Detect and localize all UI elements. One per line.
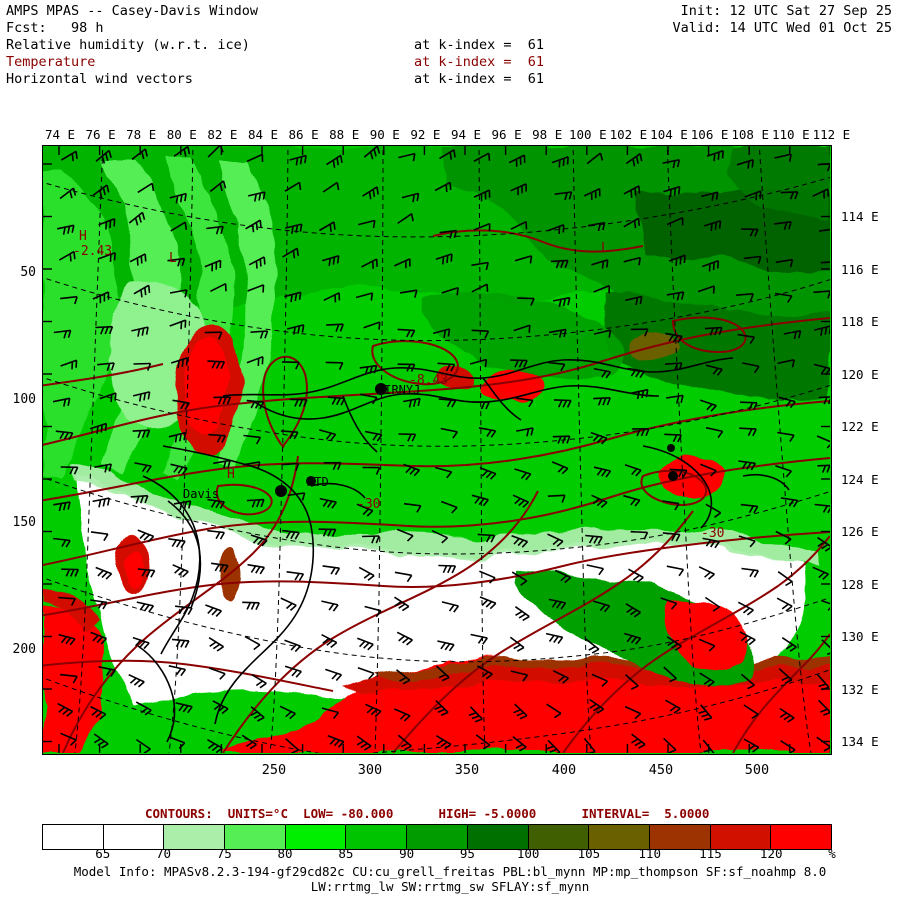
right-axis-label: 134 E: [841, 734, 879, 749]
colorbar-tick-label: 100: [516, 846, 540, 861]
colorbar-tick-label: 105: [577, 846, 601, 861]
contour-label: -30: [701, 526, 725, 541]
right-axis-label: 132 E: [841, 681, 879, 697]
contour-label: L: [601, 241, 609, 256]
top-axis-label: 94 E: [450, 127, 482, 142]
left-axis-label: 50: [20, 265, 36, 280]
colorbar[interactable]: [42, 824, 832, 850]
colorbar-swatch[interactable]: [164, 825, 226, 849]
top-axis-label: 108 E: [731, 127, 769, 142]
field-label-wind: Horizontal wind vectors: [6, 71, 193, 87]
colorbar-swatch[interactable]: [103, 825, 165, 849]
colorbar-tick-label: %: [828, 846, 836, 861]
colorbar-swatch[interactable]: [467, 825, 529, 849]
contour-label: -30: [357, 497, 381, 512]
colorbar-swatch[interactable]: [285, 825, 347, 849]
top-axis-label: 78 E: [126, 127, 157, 142]
colorbar-tick-label: 95: [459, 846, 475, 861]
top-axis-label: 102 E: [609, 127, 648, 142]
bottom-axis-label: 500: [744, 762, 770, 778]
model-info-line-1: Model Info: MPASv8.2.3-194-gf29cd82c CU:…: [73, 864, 827, 879]
colorbar-tick-label: 90: [399, 846, 415, 861]
top-axis-label: 112 E: [812, 127, 851, 142]
top-axis-label: 92 E: [410, 127, 441, 142]
top-axis-label: 76 E: [85, 127, 116, 142]
colorbar-tick-label: 80: [277, 846, 293, 861]
field-kindex-temperature: at k-index = 61: [414, 54, 545, 70]
right-axis-label: 122 E: [841, 419, 879, 434]
top-axis-label: 104 E: [650, 127, 688, 142]
init-time: Init: 12 UTC Sat 27 Sep 25: [680, 3, 892, 19]
contour-label: H: [79, 229, 87, 244]
bottom-axis-label: 400: [551, 762, 577, 778]
contour-label: H: [227, 467, 235, 482]
bottom-axis-label: 350: [454, 762, 480, 778]
left-axis-label: 200: [12, 642, 36, 657]
map-canvas: [43, 146, 830, 753]
right-axis-label: 124 E: [841, 471, 879, 487]
top-axis-label: 80 E: [166, 127, 197, 142]
colorbar-tick-label: 120: [759, 846, 783, 861]
top-axis-label: 88 E: [329, 127, 360, 142]
valid-time: Valid: 14 UTC Wed 01 Oct 25: [672, 20, 892, 36]
top-axis-label: 84 E: [247, 127, 279, 142]
top-axis-label: 110 E: [771, 127, 810, 142]
model-info-line-2: LW:rrtmg_lw SW:rrtmg_sw SFLAY:sf_mynn: [310, 879, 590, 894]
right-axis-label: 120 E: [841, 366, 879, 382]
colorbar-tick-label: 65: [95, 846, 111, 861]
colorbar-tick-label: 115: [699, 846, 722, 861]
field-kindex-humidity: at k-index = 61: [414, 37, 545, 53]
left-axis-label: 150: [12, 515, 36, 530]
colorbar-swatch[interactable]: [589, 825, 650, 849]
colorbar-swatch[interactable]: [649, 825, 711, 849]
right-axis-label: 118 E: [841, 314, 879, 329]
station-label: MTD: [307, 475, 329, 489]
graticule-layer: [43, 146, 830, 753]
top-axis-label: 106 E: [690, 127, 729, 142]
colorbar-swatch[interactable]: [43, 825, 104, 849]
contour-label: -8.43: [409, 373, 449, 388]
station-label: MIRNYJ: [377, 383, 421, 397]
station-label: Davis: [183, 487, 220, 501]
field-label-temperature: Temperature: [6, 54, 96, 70]
station-layer: [275, 383, 678, 497]
axis-ticks: [43, 146, 830, 753]
colorbar-tick-label: 70: [156, 846, 172, 861]
top-axis-label: 98 E: [532, 127, 563, 142]
field-label-humidity: Relative humidity (w.r.t. ice): [6, 37, 250, 53]
right-axis-label: 130 E: [841, 629, 879, 644]
plot-title: AMPS MPAS -- Casey-Davis Window: [6, 3, 258, 19]
top-axis-label: 90 E: [369, 127, 400, 142]
contour-label: L: [169, 251, 177, 266]
colorbar-tick-label: 110: [638, 846, 661, 861]
colorbar-tick-label: 75: [216, 846, 232, 861]
contour-label: -2.43: [73, 244, 113, 259]
colorbar-swatch[interactable]: [346, 825, 408, 849]
colorbar-title: CONTOURS: UNITS=°C LOW= -80.000 HIGH= -5…: [145, 806, 710, 821]
bottom-axis-label: 300: [357, 762, 383, 778]
coastline-layer: [137, 357, 790, 743]
field-kindex-wind: at k-index = 61: [414, 71, 545, 87]
colorbar-swatch[interactable]: [710, 825, 772, 849]
colorbar-swatch[interactable]: [528, 825, 590, 849]
left-axis-label: 100: [12, 392, 36, 407]
right-axis-label: 126 E: [841, 524, 879, 539]
colorbar-tick-label: 85: [338, 846, 354, 861]
colorbar-swatch[interactable]: [771, 825, 831, 849]
top-axis-label: 86 E: [288, 127, 319, 142]
colorbar-swatch[interactable]: [407, 825, 468, 849]
weather-map-plot[interactable]: MIRNYJ Davis MTD -8.43 H -2.43 L -30 -30 L H: [42, 145, 832, 755]
bottom-axis-label: 450: [648, 762, 674, 778]
top-axis-label: 82 E: [207, 127, 238, 142]
right-axis-label: 114 E: [841, 209, 879, 224]
bottom-axis-label: 250: [261, 762, 287, 778]
right-axis-label: 128 E: [841, 576, 879, 592]
top-axis-label: 96 E: [491, 127, 522, 142]
right-axis-label: 116 E: [841, 261, 879, 277]
top-axis-label: 74 E: [44, 127, 76, 142]
wind-barb-layer: [52, 146, 830, 753]
colorbar-swatch[interactable]: [225, 825, 286, 849]
top-axis-label: 100 E: [568, 127, 607, 142]
forecast-hour: Fcst: 98 h: [6, 20, 104, 36]
